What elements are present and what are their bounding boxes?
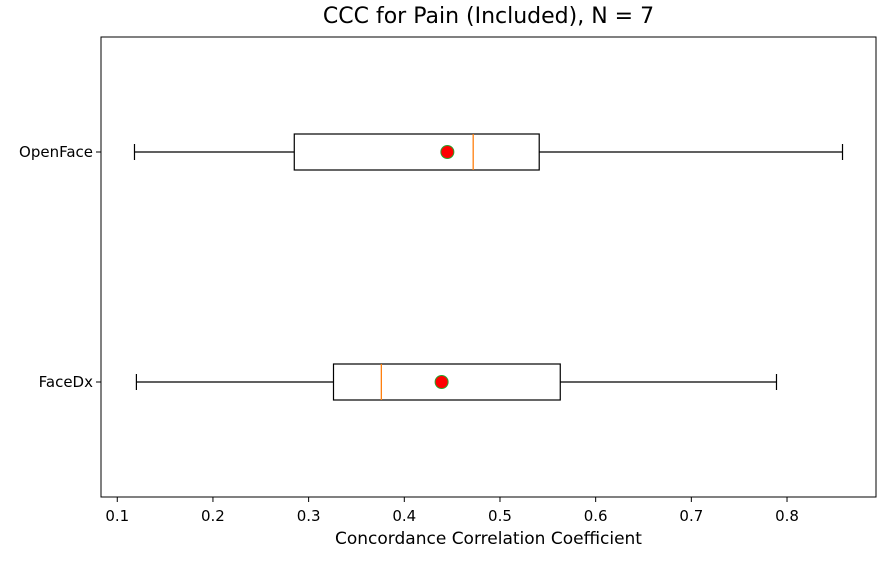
x-tick-label: 0.5 — [488, 507, 512, 525]
y-tick-label-facedx: FaceDx — [39, 373, 93, 391]
x-tick-label: 0.8 — [775, 507, 799, 525]
x-tick-label: 0.1 — [105, 507, 129, 525]
box-group-openface — [133, 133, 844, 171]
x-tick-label: 0.2 — [201, 507, 225, 525]
x-tick-label: 0.4 — [392, 507, 416, 525]
x-tick-label: 0.3 — [297, 507, 321, 525]
iqr-box — [293, 133, 540, 171]
box-group-facedx — [135, 363, 778, 401]
x-tick-label: 0.7 — [679, 507, 703, 525]
mean-marker — [434, 375, 449, 389]
plot-area-frame — [100, 36, 877, 498]
x-axis-label: Concordance Correlation Coefficient — [335, 529, 642, 549]
x-tick-label: 0.6 — [584, 507, 608, 525]
mean-marker — [440, 145, 455, 159]
chart-title: CCC for Pain (Included), N = 7 — [322, 4, 655, 29]
y-tick-label-openface: OpenFace — [19, 143, 93, 161]
